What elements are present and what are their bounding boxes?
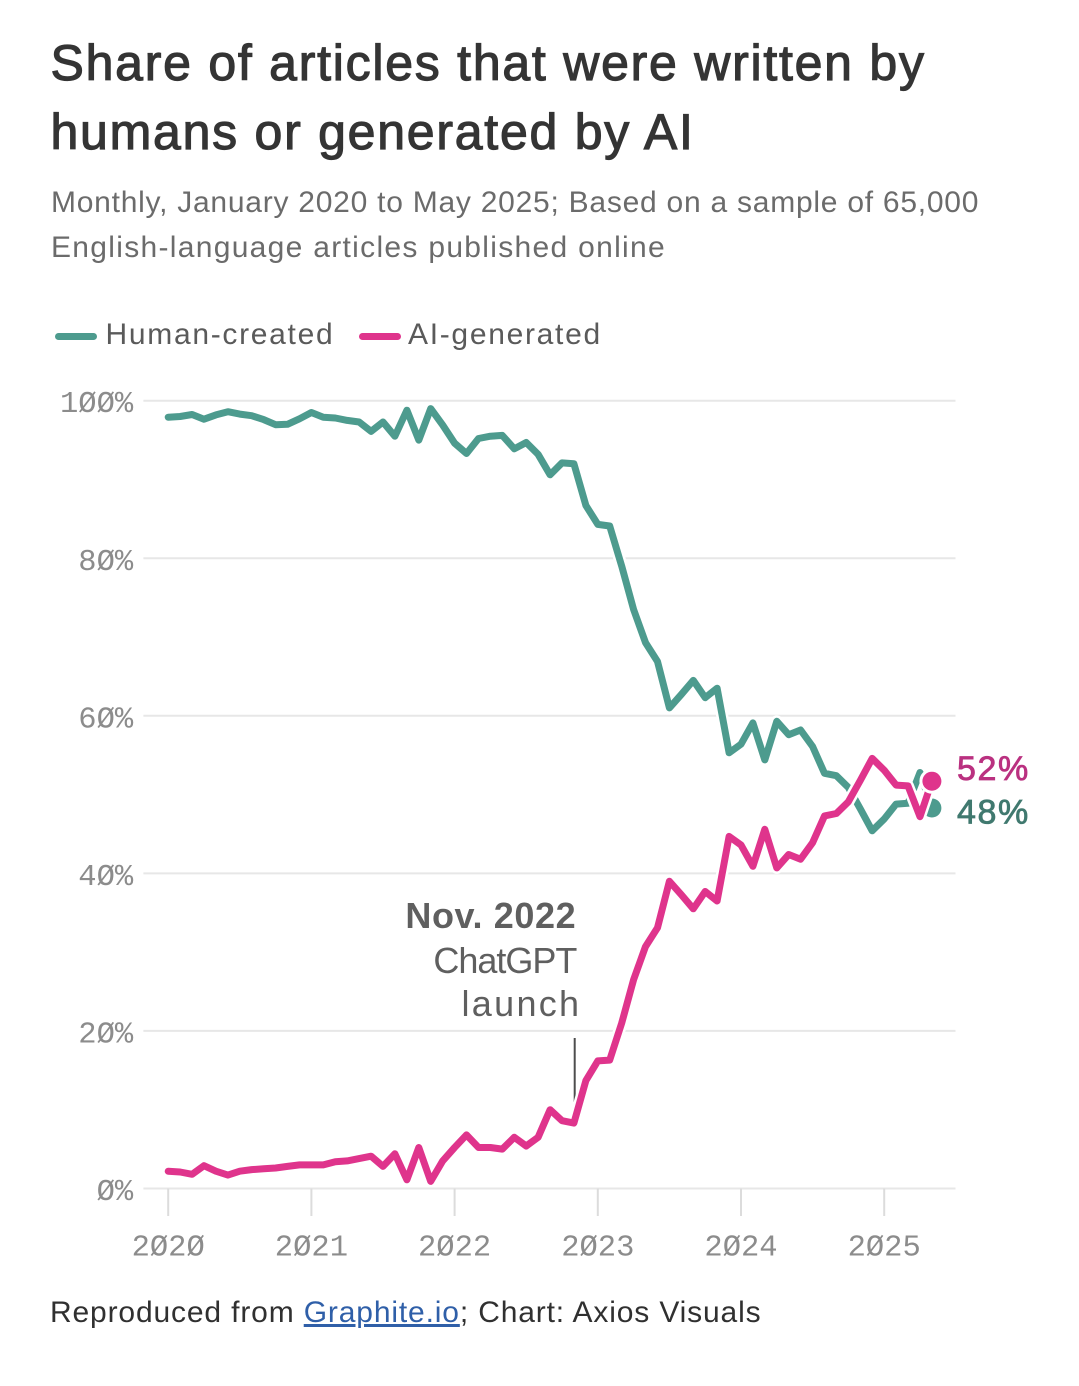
svg-text:Ø%: Ø% — [97, 1176, 134, 1210]
svg-text:ChatGPT: ChatGPT — [433, 940, 577, 981]
svg-text:2Ø%: 2Ø% — [78, 1018, 134, 1052]
svg-text:2Ø2Ø: 2Ø2Ø — [132, 1232, 205, 1266]
svg-text:48%: 48% — [957, 794, 1030, 832]
svg-text:1ØØ%: 1ØØ% — [60, 388, 134, 422]
svg-text:6Ø%: 6Ø% — [78, 703, 134, 737]
svg-text:4Ø%: 4Ø% — [78, 861, 134, 895]
svg-text:2Ø24: 2Ø24 — [704, 1232, 777, 1266]
svg-text:2Ø22: 2Ø22 — [418, 1232, 491, 1266]
svg-text:8Ø%: 8Ø% — [78, 546, 134, 580]
svg-text:2Ø23: 2Ø23 — [561, 1232, 634, 1266]
svg-text:2Ø21: 2Ø21 — [275, 1232, 348, 1266]
svg-text:launch: launch — [462, 983, 582, 1024]
svg-text:2Ø25: 2Ø25 — [848, 1232, 921, 1266]
svg-text:52%: 52% — [957, 750, 1030, 788]
svg-text:Nov. 2022: Nov. 2022 — [405, 895, 576, 936]
